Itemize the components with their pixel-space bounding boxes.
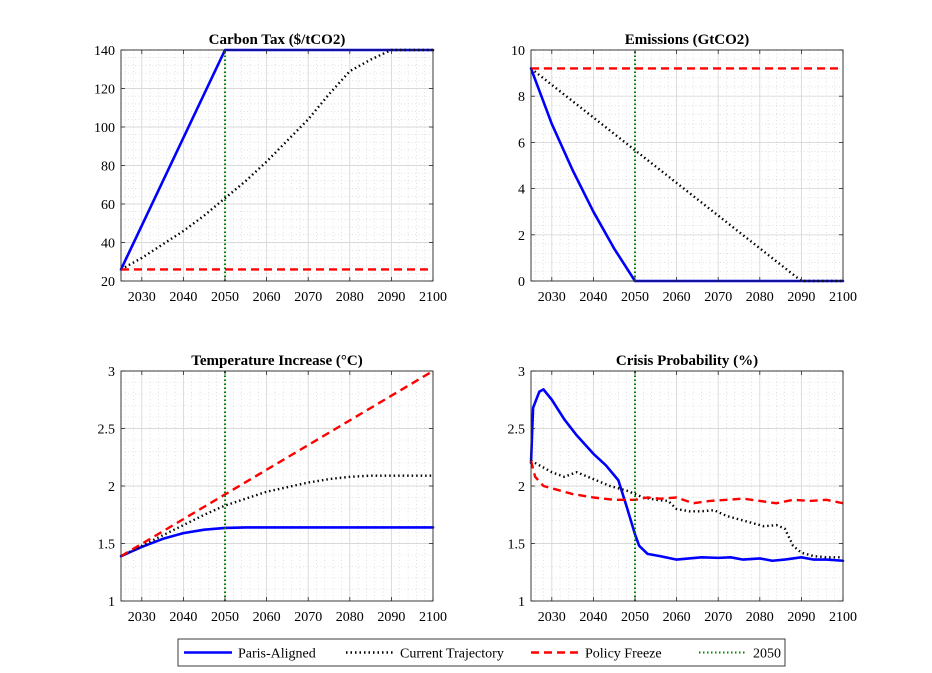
x-tick-label: 2080 xyxy=(336,290,364,305)
y-tick-label: 2 xyxy=(518,229,525,244)
y-tick-label: 80 xyxy=(101,160,115,175)
axes-box xyxy=(530,49,844,282)
subplot-emissions-gtco2: 2030 2040 2050 2060 2070 2080 2090 2100 0 2 4 6 8 10 E… xyxy=(511,32,857,305)
subplot-carbon-tax-tco2: 2030 2040 2050 2060 2070 2080 2090 210020406080… xyxy=(94,32,447,305)
series-line-paris-aligned xyxy=(119,526,435,558)
x-tick-label: 2040 xyxy=(169,290,197,305)
x-tick-label: 2050 xyxy=(621,290,649,305)
y-tick-label: 140 xyxy=(94,44,115,59)
x-tick-label: 2090 xyxy=(377,610,405,625)
y-tick-label: 1 xyxy=(518,595,525,610)
y-tick-label: 8 xyxy=(518,90,525,105)
minor-grid xyxy=(531,371,843,601)
series-line-policy-freeze xyxy=(529,460,844,505)
x-tick-label: 2050 xyxy=(211,610,239,625)
tick-labels: 2030 2040 2050 2060 2070 2080 2090 2100 0 2 4 6 8 10 xyxy=(511,44,857,305)
x-tick-label: 2090 xyxy=(787,290,815,305)
series-line-policy-freeze xyxy=(120,369,434,558)
y-tick-label: 3 xyxy=(108,365,115,380)
series-group xyxy=(119,369,435,601)
x-tick-label: 2100 xyxy=(419,290,447,305)
x-tick-label: 2030 xyxy=(538,610,566,625)
x-tick-label: 2030 xyxy=(128,610,156,625)
y-tick-label: 1 xyxy=(108,595,115,610)
minor-grid xyxy=(121,371,433,601)
y-tick-label: 2.5 xyxy=(508,423,526,438)
chart-title: Emissions (GtCO2) xyxy=(625,32,750,48)
x-tick-label: 2070 xyxy=(294,610,322,625)
tick-labels: 2030 2040 2050 2060 2070 2080 2090 2100 1 1.5 2 2.5… xyxy=(98,365,448,625)
x-tick-label: 2060 xyxy=(253,290,281,305)
x-tick-label: 2040 xyxy=(169,610,197,625)
x-tick-label: 2070 xyxy=(704,290,732,305)
y-tick-label: 120 xyxy=(94,83,115,98)
y-tick-label: 0 xyxy=(518,275,525,290)
y-tick-label: 1.5 xyxy=(508,538,526,553)
y-tick-label: 6 xyxy=(518,136,525,151)
series-line-paris-aligned xyxy=(529,388,845,563)
x-tick-label: 2030 xyxy=(128,290,156,305)
x-tick-label: 2040 xyxy=(579,290,607,305)
legend-box xyxy=(177,638,786,667)
x-tick-label: 2050 xyxy=(621,610,649,625)
x-tick-label: 2060 xyxy=(253,610,281,625)
y-tick-label: 20 xyxy=(101,275,115,290)
x-tick-label: 2100 xyxy=(829,610,857,625)
subplot-crisis-probability: 2030 2040 2050 2060 2070 2080 2090 2100 1 1.5 2 2.5… xyxy=(508,353,858,625)
series-group xyxy=(529,371,845,601)
x-tick-label: 2100 xyxy=(829,290,857,305)
series-line-current-trajectory xyxy=(530,459,843,559)
legend: Paris-Aligned Current Trajectory Policy Fr… xyxy=(177,638,786,667)
subplot-temperature-increase-c: 2030 2040 2050 2060 2070 2080 2090 2100 1 1.5 2 2.5… xyxy=(98,353,448,625)
x-tick-label: 2040 xyxy=(579,610,607,625)
x-tick-label: 2090 xyxy=(377,290,405,305)
chart-title: Temperature Increase (°C) xyxy=(191,353,363,369)
tick-labels: 2030 2040 2050 2060 2070 2080 2090 2100 1 1.5 2 2.5… xyxy=(508,365,858,625)
x-tick-label: 2070 xyxy=(704,610,732,625)
legend-label-paris-aligned: Paris-Aligned xyxy=(238,647,316,662)
y-tick-label: 2.5 xyxy=(98,423,116,438)
legend-label-policy-freeze: Policy Freeze xyxy=(585,647,662,662)
x-tick-label: 2080 xyxy=(746,610,774,625)
y-tick-label: 1.5 xyxy=(98,538,116,553)
y-tick-label: 100 xyxy=(94,121,115,136)
y-tick-label: 4 xyxy=(518,183,525,198)
x-tick-label: 2030 xyxy=(538,290,566,305)
y-tick-label: 40 xyxy=(101,237,115,252)
plot-area xyxy=(531,50,843,281)
x-tick-label: 2070 xyxy=(294,290,322,305)
x-tick-label: 2080 xyxy=(336,610,364,625)
y-tick-label: 2 xyxy=(518,480,525,495)
y-tick-label: 10 xyxy=(511,44,525,59)
series-line-current-trajectory xyxy=(120,474,433,558)
x-tick-label: 2080 xyxy=(746,290,774,305)
chart-title: Crisis Probability (%) xyxy=(616,353,758,369)
x-tick-label: 2050 xyxy=(211,290,239,305)
y-tick-label: 3 xyxy=(518,365,525,380)
x-tick-label: 2090 xyxy=(787,610,815,625)
y-tick-label: 60 xyxy=(101,198,115,213)
minor-grid xyxy=(531,50,843,281)
x-tick-label: 2060 xyxy=(663,610,691,625)
x-tick-label: 2100 xyxy=(419,610,447,625)
legend-label-current-trajectory: Current Trajectory xyxy=(400,647,504,662)
chart-title: Carbon Tax ($/tCO2) xyxy=(209,32,346,48)
legend-label-2050: 2050 xyxy=(753,647,781,662)
x-tick-label: 2060 xyxy=(663,290,691,305)
tick-labels: 2030 2040 2050 2060 2070 2080 2090 210020406080… xyxy=(94,44,447,305)
y-tick-label: 2 xyxy=(108,480,115,495)
